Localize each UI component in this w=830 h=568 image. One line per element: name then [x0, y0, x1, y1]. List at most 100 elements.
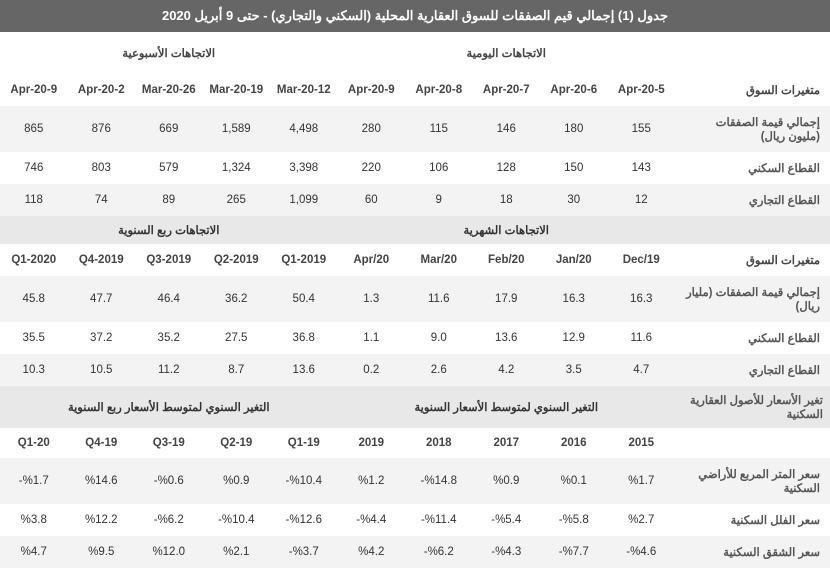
cell: %2.7: [608, 504, 676, 536]
cell: %3.8: [0, 504, 68, 536]
cell: %5.4-: [473, 504, 541, 536]
cell: 265: [203, 184, 271, 216]
col-header: 2-Apr-20: [68, 74, 136, 106]
cell: %1.2: [338, 458, 406, 504]
cell: %14.6: [68, 458, 136, 504]
section2-table: الاتجاهات الشهرية الاتجاهات ربع السنوية …: [0, 216, 830, 386]
cell: %11.4-: [405, 504, 473, 536]
cell: 579: [135, 152, 203, 184]
cell: 18: [473, 184, 541, 216]
row-label: القطاع التجاري: [675, 184, 830, 216]
cell: 1,589: [203, 106, 271, 152]
cell: %14.8-: [405, 458, 473, 504]
row-label: [675, 428, 830, 458]
col-header: Feb/20: [473, 244, 541, 276]
col-header: 2016: [540, 428, 608, 458]
cell: 60: [338, 184, 406, 216]
cell: 3.5: [540, 354, 608, 386]
table-title: جدول (1) إجمالي قيم الصفقات للسوق العقار…: [0, 0, 830, 32]
cell: 280: [338, 106, 406, 152]
cell: %10.4-: [270, 458, 338, 504]
cell: %5.8-: [540, 504, 608, 536]
col-header: 2017: [473, 428, 541, 458]
col-header: 19-Q3: [135, 428, 203, 458]
col-header: 5-Apr-20: [608, 74, 676, 106]
col-header: Mar/20: [405, 244, 473, 276]
cell: %4.3-: [473, 536, 541, 568]
col-header: 2020-Q1: [0, 244, 68, 276]
cell: 2.6: [405, 354, 473, 386]
cell: %7.7-: [540, 536, 608, 568]
cell: 143: [608, 152, 676, 184]
section1-table: الاتجاهات اليومية الاتجاهات الأسبوعية مت…: [0, 32, 830, 216]
col-header: 19-Q1: [270, 428, 338, 458]
cell: 11.6: [608, 322, 676, 354]
col-header: 19-Q4: [68, 428, 136, 458]
cell: %0.6-: [135, 458, 203, 504]
cell: 3,398: [270, 152, 338, 184]
col-header: 6-Apr-20: [540, 74, 608, 106]
cell: %0.9: [473, 458, 541, 504]
cell: 11.6: [405, 276, 473, 322]
cell: 35.5: [0, 322, 68, 354]
cell: 37.2: [68, 322, 136, 354]
cell: 1,324: [203, 152, 271, 184]
cell: %6.2-: [405, 536, 473, 568]
cell: 0.2: [338, 354, 406, 386]
col-header: Dec/19: [608, 244, 676, 276]
cell: 10.3: [0, 354, 68, 386]
col-header: 8-Apr-20: [405, 74, 473, 106]
cell: 74: [68, 184, 136, 216]
cell: 4,498: [270, 106, 338, 152]
cell: 9.0: [405, 322, 473, 354]
cell: 4.7: [608, 354, 676, 386]
cell: %4.4-: [338, 504, 406, 536]
cell: 865: [0, 106, 68, 152]
col-header: 2018: [405, 428, 473, 458]
monthly-trends-header: الاتجاهات الشهرية: [338, 216, 676, 244]
row-label: سعر الشقق السكنية: [675, 536, 830, 568]
section3-table: تغير الأسعار للأصول العقارية السكنية الت…: [0, 386, 830, 568]
cell: 746: [0, 152, 68, 184]
col-header: 9-Apr-20: [0, 74, 68, 106]
col-header: 2019-Q4: [68, 244, 136, 276]
col-header: 19-Q2: [203, 428, 271, 458]
cell: %12.2: [68, 504, 136, 536]
price-change-header: تغير الأسعار للأصول العقارية السكنية: [675, 386, 830, 428]
row-label: القطاع السكني: [675, 322, 830, 354]
cell: 46.4: [135, 276, 203, 322]
cell: %4.2: [338, 536, 406, 568]
row-label: متغيرات السوق: [675, 74, 830, 106]
cell: %6.2-: [135, 504, 203, 536]
cell: 220: [338, 152, 406, 184]
row-label: إجمالي قيمة الصفقات (مليار ريال): [675, 276, 830, 322]
cell: %10.4-: [203, 504, 271, 536]
cell: %12.6-: [270, 504, 338, 536]
col-header: 9-Apr-20: [338, 74, 406, 106]
cell: 30: [540, 184, 608, 216]
col-header: 19-Mar-20: [203, 74, 271, 106]
quarterly-change-header: التغير السنوي لمتوسط الأسعار ربع السنوية: [0, 386, 338, 428]
cell: 1.1: [338, 322, 406, 354]
row-label: القطاع السكني: [675, 152, 830, 184]
cell: 13.6: [473, 322, 541, 354]
cell: 150: [540, 152, 608, 184]
col-header: Jan/20: [540, 244, 608, 276]
cell: %4.7: [0, 536, 68, 568]
cell: 118: [0, 184, 68, 216]
weekly-trends-header: الاتجاهات الأسبوعية: [0, 32, 338, 74]
row-label: إجمالي قيمة الصفقات (مليون ريال): [675, 106, 830, 152]
col-header: 12-Mar-20: [270, 74, 338, 106]
cell: %9.5: [68, 536, 136, 568]
cell: 128: [473, 152, 541, 184]
col-header: Apr/20: [338, 244, 406, 276]
cell: %3.7-: [270, 536, 338, 568]
cell: 1.3: [338, 276, 406, 322]
cell: 17.9: [473, 276, 541, 322]
cell: 106: [405, 152, 473, 184]
row-label: متغيرات السوق: [675, 244, 830, 276]
cell: 876: [68, 106, 136, 152]
annual-change-header: التغير السنوي لمتوسط الأسعار السنوية: [338, 386, 676, 428]
cell: 180: [540, 106, 608, 152]
daily-trends-header: الاتجاهات اليومية: [338, 32, 676, 74]
